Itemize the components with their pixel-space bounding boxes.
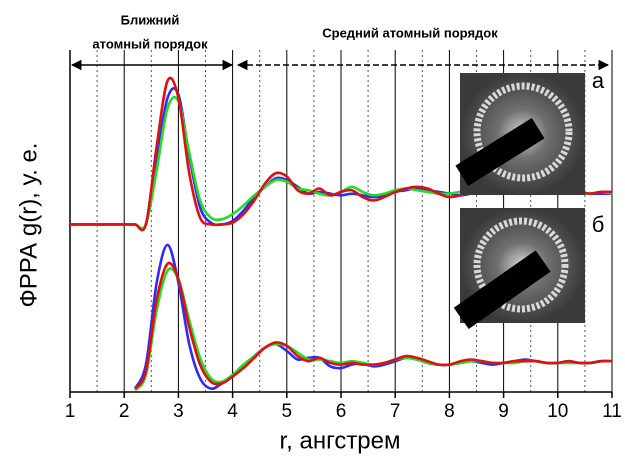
x-tick-label: 1 bbox=[65, 401, 76, 422]
inset-image bbox=[453, 208, 585, 329]
x-tick-label: 3 bbox=[173, 401, 184, 422]
x-tick-label: 4 bbox=[227, 401, 238, 422]
inset-label: а bbox=[592, 68, 605, 93]
inset-image bbox=[455, 73, 585, 195]
x-tick-label: 6 bbox=[336, 401, 347, 422]
annotation: Средний атомный порядок bbox=[322, 25, 498, 40]
inset-label: б bbox=[592, 212, 605, 237]
data-line bbox=[133, 261, 613, 390]
x-tick-label: 7 bbox=[390, 401, 401, 422]
annotation: атомный порядок bbox=[92, 36, 208, 51]
annotation: Ближний bbox=[121, 12, 180, 27]
x-tick-label: 2 bbox=[119, 401, 130, 422]
x-tick-label: 8 bbox=[444, 401, 455, 422]
y-axis-label: ФРРА g(r), у. е. bbox=[15, 143, 42, 308]
x-tick-label: 9 bbox=[498, 401, 509, 422]
x-tick-label: 11 bbox=[602, 401, 622, 422]
x-tick-label: 10 bbox=[547, 401, 568, 422]
x-tick-label: 5 bbox=[282, 401, 293, 422]
x-axis-label: r, ангстрем bbox=[279, 427, 400, 454]
